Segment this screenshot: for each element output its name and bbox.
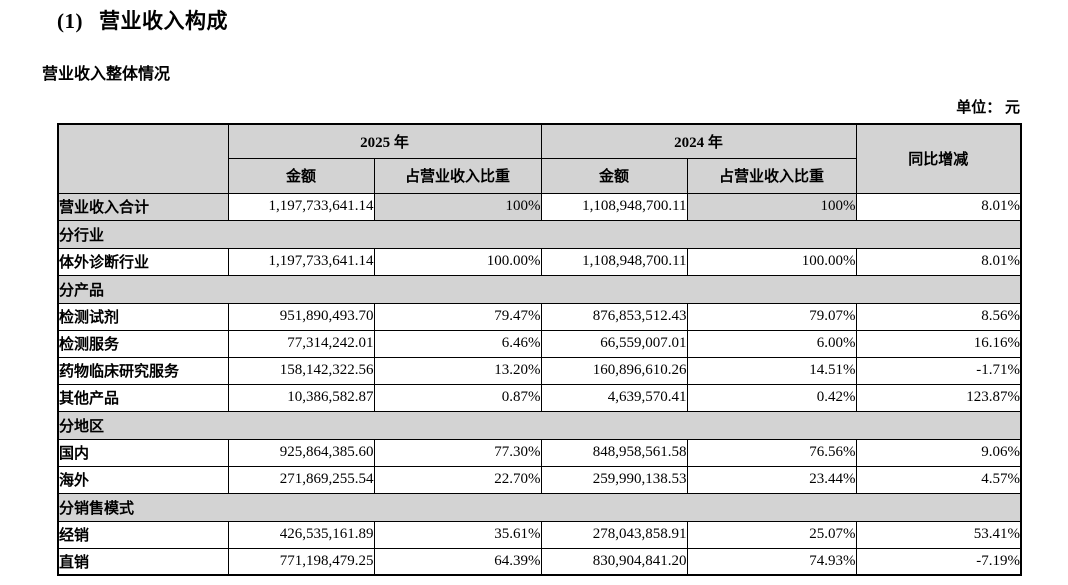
header-yoy-change: 同比增减 — [855, 123, 1022, 194]
section-row: 分产品 — [57, 274, 1022, 304]
section-subtitle: 营业收入整体情况 — [42, 66, 171, 83]
amount-2024: 1,108,948,700.11 — [540, 247, 688, 276]
table-row: 国内 925,864,385.60 77.30% 848,958,561.58 76.5… — [57, 438, 1022, 467]
amount-2025: 77,314,242.01 — [227, 329, 375, 358]
row-label: 药物临床研究服务 — [57, 356, 229, 385]
yoy-value: 4.57% — [855, 465, 1022, 494]
amount-2025: 158,142,322.56 — [227, 356, 375, 385]
yoy-value: 53.41% — [855, 520, 1022, 549]
amount-2025: 771,198,479.25 — [227, 547, 375, 576]
page-title-number: (1) — [57, 9, 83, 33]
section-row: 分行业 — [57, 219, 1022, 249]
page-title: (1) 营业收入构成 — [57, 5, 228, 35]
section-row: 分地区 — [57, 410, 1022, 440]
table-row: 直销 771,198,479.25 64.39% 830,904,841.20 74.9… — [57, 547, 1022, 576]
revenue-composition-table: 2025 年 2024 年 同比增减 金额 占营业收入比重 金额 占营业收入比重… — [57, 123, 1023, 576]
yoy-value: 8.56% — [855, 302, 1022, 331]
section-label: 分销售模式 — [57, 492, 1022, 522]
section-label: 分行业 — [57, 219, 1022, 249]
amount-2025: 951,890,493.70 — [227, 302, 375, 331]
amount-2024: 830,904,841.20 — [540, 547, 688, 576]
yoy-value: 8.01% — [855, 192, 1022, 221]
header-ratio-2025: 占营业收入比重 — [373, 157, 542, 194]
amount-2025: 1,197,733,641.14 — [227, 192, 375, 221]
yoy-value: 123.87% — [855, 383, 1022, 412]
yoy-value: 16.16% — [855, 329, 1022, 358]
ratio-2024: 100.00% — [686, 247, 857, 276]
table-row: 药物临床研究服务 158,142,322.56 13.20% 160,896,610.… — [57, 356, 1022, 385]
row-label: 检测试剂 — [57, 302, 229, 331]
ratio-2024: 100% — [686, 192, 857, 221]
amount-2024: 848,958,561.58 — [540, 438, 688, 467]
section-label: 分产品 — [57, 274, 1022, 304]
ratio-2024: 6.00% — [686, 329, 857, 358]
amount-2025: 271,869,255.54 — [227, 465, 375, 494]
header-amount-2025: 金额 — [227, 157, 375, 194]
ratio-2024: 14.51% — [686, 356, 857, 385]
ratio-2025: 79.47% — [373, 302, 542, 331]
ratio-2025: 64.39% — [373, 547, 542, 576]
table-body: 营业收入合计 1,197,733,641.14 100% 1,108,948,700.… — [57, 192, 1022, 576]
table-row: 其他产品 10,386,582.87 0.87% 4,639,570.41 0.42% 1… — [57, 383, 1022, 412]
ratio-2025: 35.61% — [373, 520, 542, 549]
table-row: 营业收入合计 1,197,733,641.14 100% 1,108,948,700.… — [57, 192, 1022, 221]
ratio-2025: 13.20% — [373, 356, 542, 385]
yoy-value: 9.06% — [855, 438, 1022, 467]
row-label: 其他产品 — [57, 383, 229, 412]
amount-2025: 925,864,385.60 — [227, 438, 375, 467]
amount-2024: 876,853,512.43 — [540, 302, 688, 331]
yoy-value: -1.71% — [855, 356, 1022, 385]
table-header: 2025 年 2024 年 同比增减 金额 占营业收入比重 金额 占营业收入比重 — [57, 123, 1022, 194]
section-row: 分销售模式 — [57, 492, 1022, 522]
ratio-2024: 74.93% — [686, 547, 857, 576]
ratio-2025: 77.30% — [373, 438, 542, 467]
section-label: 分地区 — [57, 410, 1022, 440]
ratio-2024: 76.56% — [686, 438, 857, 467]
ratio-2025: 0.87% — [373, 383, 542, 412]
header-row-years: 2025 年 2024 年 同比增减 — [57, 123, 1022, 194]
table-row: 体外诊断行业 1,197,733,641.14 100.00% 1,108,948,7… — [57, 247, 1022, 276]
page-title-text: 营业收入构成 — [99, 9, 228, 33]
yoy-value: -7.19% — [855, 547, 1022, 576]
amount-2024: 1,108,948,700.11 — [540, 192, 688, 221]
ratio-2024: 23.44% — [686, 465, 857, 494]
table-row: 经销 426,535,161.89 35.61% 278,043,858.91 25.0… — [57, 520, 1022, 549]
table-row: 检测试剂 951,890,493.70 79.47% 876,853,512.43 79… — [57, 302, 1022, 331]
amount-2024: 278,043,858.91 — [540, 520, 688, 549]
row-label: 体外诊断行业 — [57, 247, 229, 276]
row-label: 国内 — [57, 438, 229, 467]
amount-2024: 4,639,570.41 — [540, 383, 688, 412]
amount-2024: 160,896,610.26 — [540, 356, 688, 385]
header-ratio-2024: 占营业收入比重 — [686, 157, 857, 194]
amount-2025: 426,535,161.89 — [227, 520, 375, 549]
ratio-2025: 22.70% — [373, 465, 542, 494]
amount-2025: 10,386,582.87 — [227, 383, 375, 412]
table-row: 检测服务 77,314,242.01 6.46% 66,559,007.01 6.00%… — [57, 329, 1022, 358]
header-row-metrics: 金额 占营业收入比重 金额 占营业收入比重 — [58, 157, 1021, 194]
yoy-value: 8.01% — [855, 247, 1022, 276]
row-label: 直销 — [57, 547, 229, 576]
amount-2024: 259,990,138.53 — [540, 465, 688, 494]
amount-2025: 1,197,733,641.14 — [227, 247, 375, 276]
header-year-2024: 2024 年 — [540, 123, 857, 159]
header-year-2025: 2025 年 — [227, 123, 542, 159]
unit-label: 单位： 元 — [956, 100, 1020, 116]
ratio-2024: 0.42% — [686, 383, 857, 412]
header-amount-2024: 金额 — [540, 157, 688, 194]
ratio-2025: 100.00% — [373, 247, 542, 276]
row-label: 海外 — [57, 465, 229, 494]
row-label: 经销 — [57, 520, 229, 549]
amount-2024: 66,559,007.01 — [540, 329, 688, 358]
row-label: 检测服务 — [57, 329, 229, 358]
table-row: 海外 271,869,255.54 22.70% 259,990,138.53 23.4… — [57, 465, 1022, 494]
ratio-2025: 100% — [373, 192, 542, 221]
ratio-2024: 79.07% — [686, 302, 857, 331]
ratio-2024: 25.07% — [686, 520, 857, 549]
ratio-2025: 6.46% — [373, 329, 542, 358]
header-corner-cell — [57, 123, 229, 194]
row-label: 营业收入合计 — [57, 192, 229, 221]
